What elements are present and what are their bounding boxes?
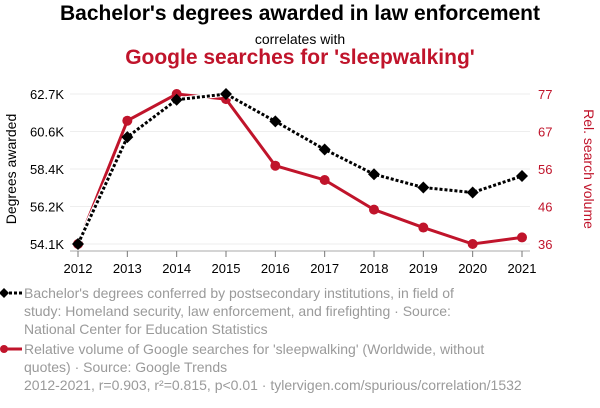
data-point-degrees: [318, 143, 331, 156]
series-line-searches: [76, 92, 523, 246]
x-tick-label: 2013: [113, 261, 142, 276]
data-point-searches: [319, 174, 330, 185]
series-outline: [75, 91, 523, 246]
data-point-searches: [418, 222, 429, 233]
legend-text-searches: Relative volume of Google searches for '…: [24, 341, 485, 375]
x-tick-label: 2017: [310, 261, 339, 276]
chart-plot: 54.1K 56.2K 58.4K 60.6K 62.7K 36 46 56 67 77 2012 2…: [3, 87, 597, 276]
data-point-searches: [467, 239, 478, 249]
y-axis-label-left: Degrees awarded: [3, 114, 19, 225]
x-tick-label: 2015: [212, 261, 241, 276]
data-point-degrees: [121, 131, 134, 144]
data-point-searches: [122, 115, 133, 126]
y-axis-label-right: Rel. search volume: [581, 109, 597, 229]
x-tick-label: 2021: [508, 261, 537, 276]
y-tick-right: 67: [538, 125, 552, 140]
y-tick-left: 58.4K: [30, 162, 64, 177]
x-tick-label: 2014: [162, 261, 191, 276]
data-point-degrees: [220, 88, 232, 100]
x-tick-label: 2016: [261, 261, 290, 276]
x-tick-label: 2012: [64, 261, 93, 276]
chart-subtitle: correlates with: [254, 31, 346, 47]
data-point-degrees: [417, 181, 430, 194]
y-tick-right: 77: [538, 87, 552, 102]
y-tick-right: 46: [538, 200, 552, 215]
y-tick-right: 56: [538, 162, 552, 177]
x-tick-label: 2018: [360, 261, 389, 276]
data-point-searches: [369, 204, 379, 215]
y-tick-left: 62.7K: [30, 87, 64, 102]
legend-diamond-icon: [0, 288, 22, 298]
data-point-degrees: [269, 115, 282, 128]
data-point-searches: [270, 160, 281, 171]
chart-title: Bachelor's degrees awarded in law enforc…: [60, 2, 540, 25]
legend-text-degrees: Bachelor's degrees conferred by postseco…: [24, 285, 454, 337]
x-tick-label: 2019: [409, 261, 438, 276]
y-tick-left: 56.2K: [30, 200, 64, 215]
legend-circle-icon: [0, 345, 22, 353]
chart-title-2: Google searches for 'sleepwalking': [125, 46, 475, 69]
y-tick-left: 60.6K: [30, 125, 64, 140]
data-point-degrees: [72, 238, 84, 250]
y-tick-right: 36: [538, 237, 552, 252]
data-point-searches: [517, 232, 527, 243]
x-tick-label: 2020: [458, 261, 487, 276]
footer-stats: 2012-2021, r=0.903, r²=0.815, p<0.01 · t…: [24, 377, 522, 393]
data-point-degrees: [170, 93, 183, 106]
data-point-degrees: [368, 168, 380, 181]
data-point-degrees: [516, 169, 528, 182]
legend-item-searches: Relative volume of Google searches for '…: [24, 340, 494, 376]
legend-item-degrees: Bachelor's degrees conferred by postseco…: [24, 284, 494, 338]
y-tick-left: 54.1K: [30, 237, 64, 252]
data-point-degrees: [466, 186, 479, 199]
